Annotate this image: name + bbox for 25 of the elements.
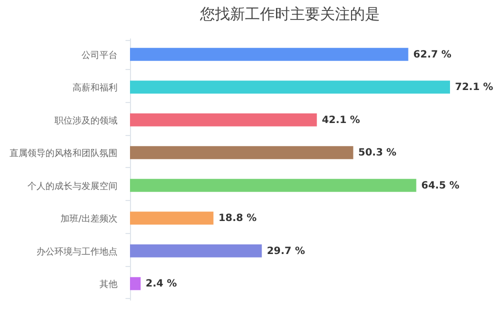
y-tick-label: 直属领导的风格和团队氛围 — [10, 148, 118, 160]
data-label: 18.8 % — [218, 213, 257, 224]
data-label: 50.3 % — [358, 148, 396, 159]
chart-title: 您找新工作时主要关注的是 — [199, 5, 380, 23]
bar — [130, 146, 354, 160]
data-label: 72.1 % — [455, 82, 494, 94]
y-tick-label: 高薪和福利 — [72, 82, 118, 94]
data-label: 2.4 % — [146, 278, 177, 290]
data-label: 62.7 % — [413, 49, 452, 60]
bar — [130, 113, 317, 126]
bar — [130, 48, 408, 61]
bar — [130, 212, 214, 225]
y-tick-label: 办公环境与工作地点 — [36, 246, 118, 258]
y-tick-label: 职位涉及的领域 — [54, 115, 118, 126]
y-tick-label: 个人的成长与发展空间 — [28, 180, 118, 192]
y-tick-label: 其他 — [100, 279, 118, 290]
bar — [130, 244, 262, 258]
bar — [130, 178, 416, 192]
bar — [130, 277, 141, 290]
data-label: 64.5 % — [421, 180, 460, 192]
data-label: 42.1 % — [322, 114, 360, 126]
bar — [130, 80, 450, 94]
data-label: 29.7 % — [266, 246, 306, 257]
y-tick-label: 加班/出差频次 — [60, 214, 118, 225]
y-tick-label: 公司平台 — [82, 50, 118, 61]
